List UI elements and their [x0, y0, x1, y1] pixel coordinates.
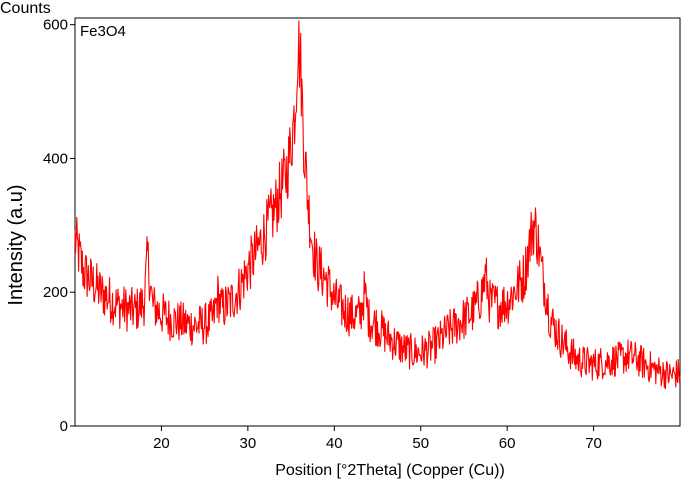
x-axis-title: Position [°2Theta] (Copper (Cu)) [275, 462, 505, 479]
y-tick-label: 400 [43, 150, 68, 167]
y-tick-label: 0 [60, 418, 68, 435]
y-tick-label: 600 [43, 17, 68, 34]
plot-area [74, 20, 681, 390]
x-axis: 20 30 40 50 60 70 [153, 426, 602, 452]
x-tick-label: 60 [499, 435, 516, 452]
x-tick-label: 40 [326, 435, 343, 452]
x-tick-label: 30 [240, 435, 257, 452]
y-axis: 0 200 400 600 [43, 17, 75, 435]
counts-label: Counts [0, 0, 51, 17]
series-line [74, 20, 681, 390]
x-tick-label: 20 [153, 435, 170, 452]
y-tick-label: 200 [43, 284, 68, 301]
plot-frame [74, 17, 681, 427]
y-axis-title: Intensity (a.u) [5, 184, 27, 305]
x-tick-label: 70 [585, 435, 602, 452]
x-tick-label: 50 [412, 435, 429, 452]
sample-label: Fe3O4 [80, 23, 126, 40]
